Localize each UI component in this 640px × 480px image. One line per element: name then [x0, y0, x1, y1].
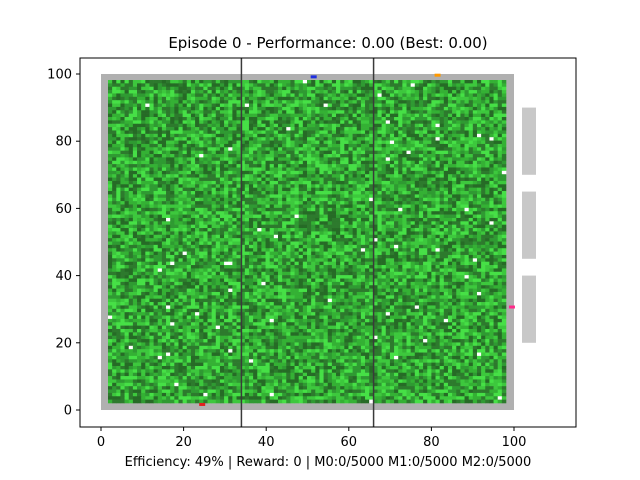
y-tick-label: 0	[64, 404, 72, 419]
y-tick-label: 60	[55, 202, 72, 217]
game-field	[101, 74, 536, 410]
blue-agent-marker	[310, 75, 317, 79]
x-tick-label: 0	[97, 435, 105, 450]
x-tick-label: 20	[175, 435, 192, 450]
x-tick-label: 100	[502, 435, 527, 450]
x-axis: 0 20 40 60 80 100	[97, 427, 527, 450]
plot-frame	[79, 57, 577, 428]
zone-dividers	[240, 58, 375, 427]
y-tick-label: 100	[47, 68, 72, 83]
side-panel-1	[522, 107, 536, 175]
y-tick-label: 20	[55, 336, 72, 351]
y-tick-label: 80	[55, 135, 72, 150]
orange-agent-marker	[434, 73, 441, 77]
red-agent-marker	[199, 402, 206, 406]
magenta-agent-marker	[508, 305, 515, 309]
x-tick-label: 80	[423, 435, 440, 450]
side-panel-2	[522, 191, 536, 259]
y-axis: 0 20 40 60 80 100	[47, 68, 80, 419]
agent-markers	[199, 73, 515, 406]
x-tick-label: 40	[258, 435, 275, 450]
grass-grid	[108, 80, 507, 404]
side-panel-3	[522, 275, 536, 343]
x-tick-label: 60	[341, 435, 358, 450]
y-tick-label: 40	[55, 269, 72, 284]
status-footer: Efficiency: 49% | Reward: 0 | M0:0/5000 …	[124, 455, 532, 470]
plot-title: Episode 0 - Performance: 0.00 (Best: 0.0…	[168, 34, 488, 52]
